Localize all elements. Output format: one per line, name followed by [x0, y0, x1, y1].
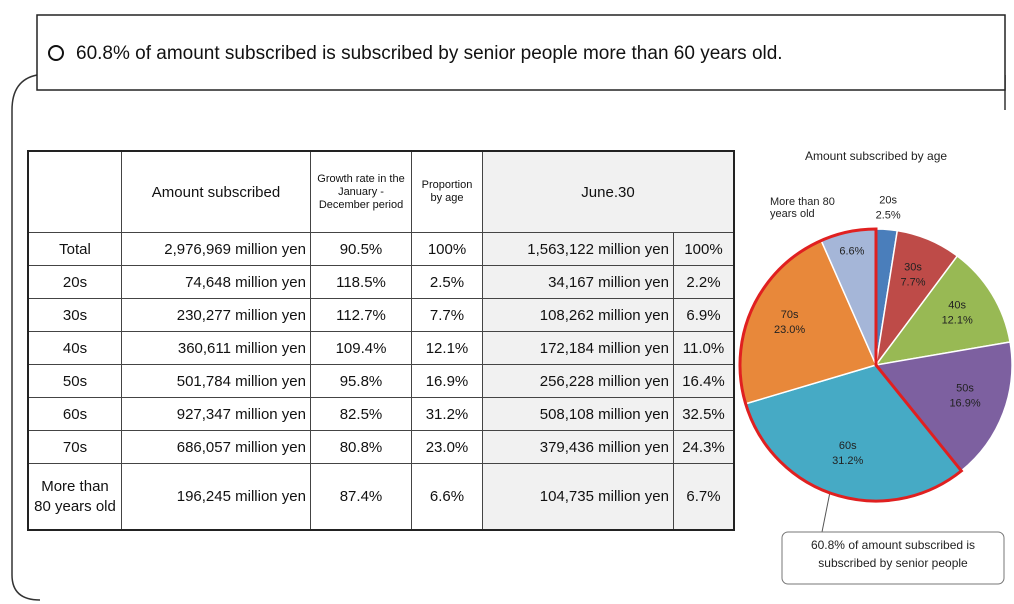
- pie-slice: [874, 341, 1013, 472]
- header-row: Amount subscribed Growth rate in the Janu…: [27, 150, 735, 233]
- table-cell: 80.8%: [310, 430, 412, 464]
- table-cell: 60s: [27, 397, 122, 431]
- callout-line: [821, 491, 831, 533]
- table-cell: 6.7%: [673, 463, 735, 531]
- slice-value: 16.9%: [949, 398, 980, 410]
- table-cell: 112.7%: [310, 298, 412, 332]
- slice-name: More than 80 years old: [770, 196, 835, 220]
- table-cell: 16.4%: [673, 364, 735, 398]
- table-cell: 6.9%: [673, 298, 735, 332]
- table-cell: 686,057 million yen: [121, 430, 311, 464]
- table-cell: 12.1%: [411, 331, 483, 365]
- table-cell: 20s: [27, 265, 122, 299]
- table-cell: 100%: [411, 232, 483, 266]
- table-cell: 23.0%: [411, 430, 483, 464]
- table-cell: 109.4%: [310, 331, 412, 365]
- pie-slice: [874, 254, 1011, 367]
- header-cell: Proportion by age: [411, 150, 483, 233]
- table-cell: 74,648 million yen: [121, 265, 311, 299]
- slice-name-holder: More than 80 years old: [770, 196, 835, 220]
- header-cell: June.30: [482, 150, 735, 233]
- headline: 60.8% of amount subscribed is subscribed…: [76, 43, 783, 64]
- table-cell: Total: [27, 232, 122, 266]
- table-cell: 2.5%: [411, 265, 483, 299]
- slice-value: 31.2%: [832, 455, 863, 467]
- table-cell: 31.2%: [411, 397, 483, 431]
- bullet: [48, 45, 64, 61]
- slice-name: 50s: [956, 383, 974, 395]
- header-cell: Amount subscribed: [121, 150, 311, 233]
- table-row: 50s 501,784 million yen 95.8% 16.9% 256,228 …: [27, 364, 735, 398]
- table-cell: 196,245 million yen: [121, 463, 311, 531]
- table-cell: 927,347 million yen: [121, 397, 311, 431]
- table-cell: 32.5%: [673, 397, 735, 431]
- table-cell: 34,167 million yen: [482, 265, 674, 299]
- frame-bracket: [11, 74, 41, 601]
- table-cell: 40s: [27, 331, 122, 365]
- slice-name: 40s: [948, 299, 966, 311]
- slice-name: 20s: [879, 194, 897, 206]
- table-row: Total 2,976,969 million yen 90.5% 100% 1,563…: [27, 232, 735, 266]
- table-cell: 70s: [27, 430, 122, 464]
- table-row: 30s 230,277 million yen 112.7% 7.7% 108,262 …: [27, 298, 735, 332]
- table-row: More than 80 years old 196,245 million ye…: [27, 463, 735, 531]
- table-cell: More than 80 years old: [27, 463, 122, 531]
- slice-value: 2.5%: [876, 209, 901, 221]
- table-cell: 24.3%: [673, 430, 735, 464]
- table-row: 70s 686,057 million yen 80.8% 23.0% 379,436 …: [27, 430, 735, 464]
- slice-name: 30s: [904, 261, 922, 273]
- senior-outline: [738, 227, 964, 503]
- table-cell: 16.9%: [411, 364, 483, 398]
- slice-name: 70s: [781, 309, 799, 321]
- table-cell: 6.6%: [411, 463, 483, 531]
- table-cell: 230,277 million yen: [121, 298, 311, 332]
- table-cell: 501,784 million yen: [121, 364, 311, 398]
- header-cell: Growth rate in the January - December pe…: [310, 150, 412, 233]
- slice-value: 6.6%: [839, 246, 864, 258]
- slice-name: 60s: [839, 440, 857, 452]
- table-cell: 2,976,969 million yen: [121, 232, 311, 266]
- table-cell: 172,184 million yen: [482, 331, 674, 365]
- table-row: 40s 360,611 million yen 109.4% 12.1% 172,184…: [27, 331, 735, 365]
- table-cell: 11.0%: [673, 331, 735, 365]
- table-cell: 87.4%: [310, 463, 412, 531]
- table-cell: 7.7%: [411, 298, 483, 332]
- header-cell: [27, 150, 122, 233]
- table-cell: 360,611 million yen: [121, 331, 311, 365]
- annotation-box: [781, 531, 1005, 585]
- table-row: 60s 927,347 million yen 82.5% 31.2% 508,108 …: [27, 397, 735, 431]
- annotation-holder: 60.8% of amount subscribed is subscribed…: [810, 538, 976, 570]
- table-cell: 1,563,122 million yen: [482, 232, 674, 266]
- table-cell: 95.8%: [310, 364, 412, 398]
- table-cell: 118.5%: [310, 265, 412, 299]
- table-cell: 108,262 million yen: [482, 298, 674, 332]
- table-row: 20s 74,648 million yen 118.5% 2.5% 34,167 mi…: [27, 265, 735, 299]
- table-cell: 82.5%: [310, 397, 412, 431]
- chart-title: Amount subscribed by age: [805, 149, 947, 163]
- table-cell: 508,108 million yen: [482, 397, 674, 431]
- slice-value: 12.1%: [942, 314, 973, 326]
- slice-value: 7.7%: [900, 276, 925, 288]
- annotation: 60.8% of amount subscribed is subscribed…: [810, 538, 976, 570]
- table-cell: 104,735 million yen: [482, 463, 674, 531]
- slice-value: 23.0%: [774, 324, 805, 336]
- data-table: Amount subscribed Growth rate in the Janu…: [27, 150, 735, 531]
- table-cell: 379,436 million yen: [482, 430, 674, 464]
- table-cell: 30s: [27, 298, 122, 332]
- table-cell: 90.5%: [310, 232, 412, 266]
- headline-box: [36, 14, 1006, 91]
- table-cell: 50s: [27, 364, 122, 398]
- table-cell: 2.2%: [673, 265, 735, 299]
- table-cell: 100%: [673, 232, 735, 266]
- table-cell: 256,228 million yen: [482, 364, 674, 398]
